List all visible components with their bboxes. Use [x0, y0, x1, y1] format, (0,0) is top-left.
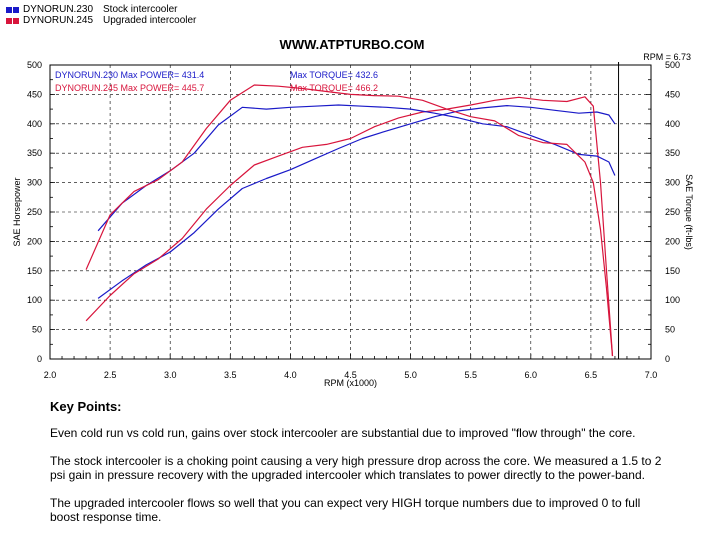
y-tick-label-left: 150	[27, 266, 42, 276]
legend-item-upgraded: DYNORUN.245 Upgraded intercooler	[6, 15, 196, 26]
legend-run-label: Stock intercooler	[103, 4, 178, 15]
legend-run-label: Upgraded intercooler	[103, 15, 197, 26]
y-tick-label-right: 450	[665, 89, 680, 99]
max-value-annotation: Max TORQUE= 466.2	[290, 83, 378, 93]
legend-run-name: DYNORUN.245	[23, 15, 94, 26]
y-tick-label-right: 200	[665, 236, 680, 246]
y-tick-label-right: 350	[665, 148, 680, 158]
run-legend: DYNORUN.230 Stock intercooler DYNORUN.24…	[6, 4, 196, 26]
key-point-paragraph: The stock intercooler is a choking point…	[50, 454, 662, 482]
x-tick-label: 3.5	[224, 370, 237, 380]
y-axis-label-left: SAE Horsepower	[12, 177, 22, 246]
y-tick-label-left: 400	[27, 119, 42, 129]
y-tick-label-right: 300	[665, 178, 680, 188]
max-value-annotation: Max TORQUE= 432.6	[290, 70, 378, 80]
key-points: Key Points: Even cold run vs cold run, g…	[50, 400, 670, 538]
x-tick-label: 2.0	[44, 370, 57, 380]
y-tick-label-left: 0	[37, 354, 42, 364]
y-tick-label-left: 100	[27, 295, 42, 305]
rpm-readout: RPM = 6.73	[643, 52, 691, 62]
y-tick-label-left: 450	[27, 89, 42, 99]
x-tick-label: 2.5	[104, 370, 117, 380]
y-tick-label-left: 300	[27, 178, 42, 188]
legend-swatch-upgraded-2	[13, 17, 19, 24]
series-line-power	[85, 96, 614, 357]
site-title: WWW.ATPTURBO.COM	[279, 37, 425, 52]
y-axis-label-right: SAE Torque (ft-lbs)	[684, 174, 694, 250]
x-tick-label: 7.0	[645, 370, 658, 380]
series-line-torque	[97, 104, 616, 232]
legend-swatch-stock	[6, 6, 12, 13]
y-tick-label-left: 500	[27, 60, 42, 70]
legend-run-name: DYNORUN.230	[23, 4, 94, 15]
key-point-paragraph: The upgraded intercooler flows so well t…	[50, 496, 641, 524]
x-axis-label: RPM (x1000)	[324, 378, 377, 388]
x-tick-label: 6.5	[585, 370, 598, 380]
max-value-annotation: DYNORUN.245 Max POWER= 445.7	[55, 83, 204, 93]
x-tick-label: 5.0	[404, 370, 417, 380]
key-point-paragraph: Even cold run vs cold run, gains over st…	[50, 426, 636, 440]
x-tick-label: 6.0	[525, 370, 538, 380]
y-tick-label-right: 400	[665, 119, 680, 129]
y-tick-label-right: 0	[665, 354, 670, 364]
max-value-annotation: DYNORUN.230 Max POWER= 431.4	[55, 70, 204, 80]
legend-item-stock: DYNORUN.230 Stock intercooler	[6, 4, 196, 15]
dyno-chart: 2.0 2.5 3.0 3.5 4.0 4.5 5.0 5.5 6.0 6.5 7.0 0 0 50 50 1…	[12, 52, 694, 388]
x-tick-label: 4.0	[284, 370, 297, 380]
legend-swatch-upgraded	[6, 17, 12, 24]
legend-swatch-stock-2	[13, 6, 19, 13]
key-points-heading: Key Points:	[50, 399, 122, 414]
series-line-torque	[85, 84, 614, 357]
x-tick-label: 3.0	[164, 370, 177, 380]
y-tick-label-right: 150	[665, 266, 680, 276]
y-tick-label-left: 200	[27, 236, 42, 246]
series-line-power	[97, 104, 616, 299]
y-tick-label-left: 350	[27, 148, 42, 158]
x-tick-label: 5.5	[464, 370, 477, 380]
y-tick-label-right: 250	[665, 207, 680, 217]
x-tick-label: 4.5	[344, 370, 357, 380]
y-tick-label-left: 250	[27, 207, 42, 217]
y-tick-label-right: 100	[665, 295, 680, 305]
y-tick-label-right: 50	[665, 325, 675, 335]
y-tick-label-left: 50	[32, 325, 42, 335]
y-tick-label-right: 500	[665, 60, 680, 70]
